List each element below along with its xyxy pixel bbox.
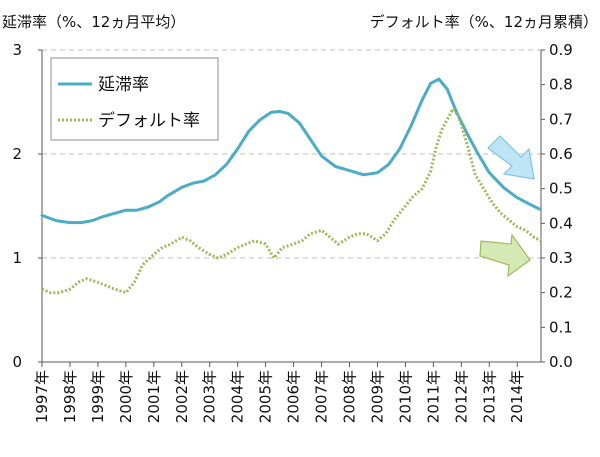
right-tick-label: 0.6 xyxy=(549,145,573,163)
right-tick-label: 0.3 xyxy=(549,249,573,267)
grid-lines xyxy=(42,49,541,259)
right-tick-label: 0.9 xyxy=(549,41,573,59)
x-tick-label: 2005年 xyxy=(257,370,275,423)
legend-box xyxy=(50,57,219,141)
right-tick-label: 0.2 xyxy=(549,284,573,302)
right-tick-label: 0.4 xyxy=(549,214,573,232)
x-tick-label: 2010年 xyxy=(396,370,414,423)
x-tick-label: 2002年 xyxy=(173,370,191,423)
left-tick-label: 1 xyxy=(12,249,22,267)
x-tick-label: 1998年 xyxy=(61,370,79,423)
x-tick-label: 2014年 xyxy=(508,370,526,423)
x-tick-label: 2003年 xyxy=(201,370,219,423)
left-tick-label: 3 xyxy=(12,41,22,59)
x-tick-label: 2012年 xyxy=(452,370,470,423)
x-tick-label: 1999年 xyxy=(89,370,107,423)
left-tick-label: 2 xyxy=(12,145,22,163)
tick-labels: 0 1 2 3 0.0 0.1 0.2 0.3 0.4 0.5 0.6 0.7 0.8 0.9 1997年 1… xyxy=(12,41,572,423)
legend-label-delinquency: 延滞率 xyxy=(98,75,149,95)
x-tick-label: 2001年 xyxy=(145,370,163,423)
right-tick-label: 0.7 xyxy=(549,110,573,128)
right-tick-label: 0.1 xyxy=(549,318,573,336)
x-tick-label: 2006年 xyxy=(285,370,303,423)
right-tick-label: 0.0 xyxy=(549,353,573,371)
right-axis-title: デフォルト率（%、12ヵ月累積） xyxy=(370,13,598,31)
series-line-delinquency xyxy=(40,77,542,225)
x-tick-label: 2004年 xyxy=(229,370,247,423)
x-tick-label: 2007年 xyxy=(313,370,331,423)
left-axis-title: 延滞率（%、12ヵ月平均） xyxy=(2,13,185,31)
right-tick-label: 0.5 xyxy=(549,180,573,198)
x-tick-label: 2011年 xyxy=(424,370,442,423)
legend-label-default: デフォルト率 xyxy=(98,110,200,131)
right-tick-label: 0.8 xyxy=(549,76,573,94)
legend: 延滞率 デフォルト率 xyxy=(50,57,219,141)
x-tick-label: 1997年 xyxy=(33,370,51,423)
left-tick-label: 0 xyxy=(12,353,22,371)
axes xyxy=(38,49,545,367)
x-tick-label: 2008年 xyxy=(341,370,359,423)
right-arrow-icon xyxy=(479,233,531,278)
x-tick-label: 2000年 xyxy=(117,370,135,423)
series-lines xyxy=(40,77,542,295)
series-line-default xyxy=(41,107,542,295)
x-tick-label: 2013年 xyxy=(480,370,498,423)
down-right-arrow-icon xyxy=(487,135,535,180)
x-tick-label: 2009年 xyxy=(368,370,386,423)
